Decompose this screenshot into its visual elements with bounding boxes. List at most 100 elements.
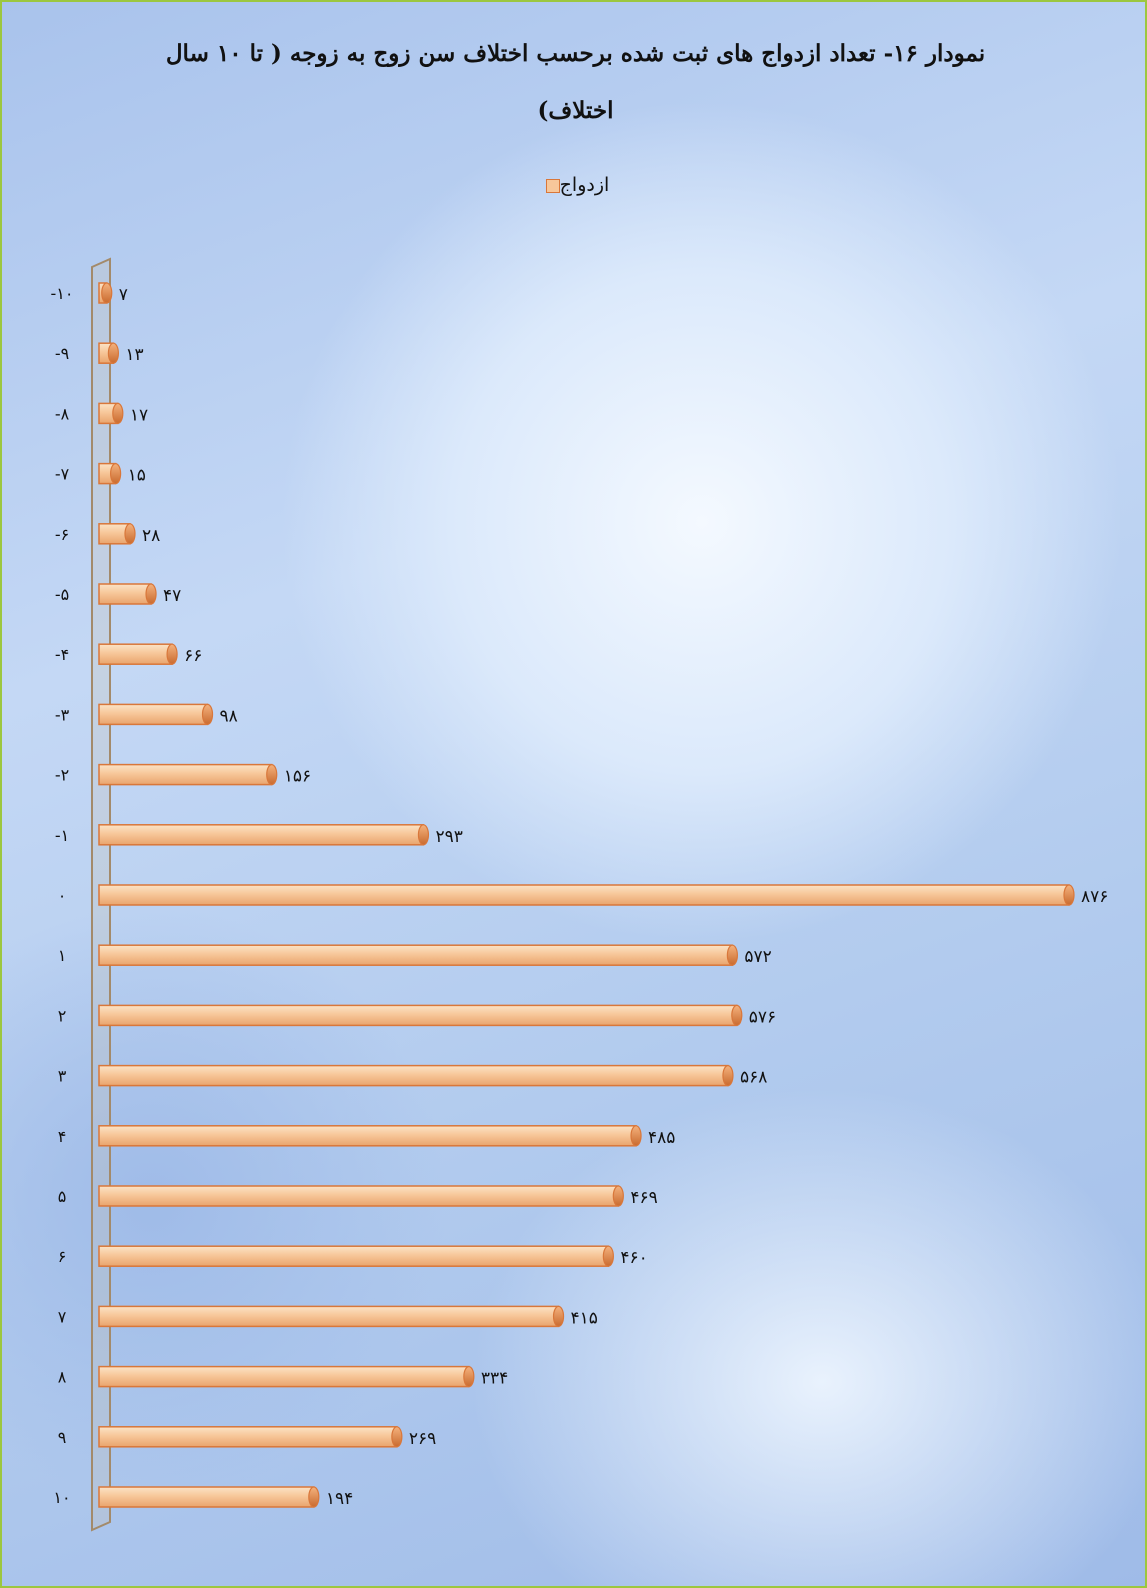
category-label: -۴ bbox=[55, 645, 69, 664]
bar-cap bbox=[107, 342, 119, 364]
category-label: -۱۰ bbox=[51, 284, 74, 303]
category-label: ۴ bbox=[58, 1127, 67, 1146]
chart-title-line-2: اختلاف) bbox=[537, 97, 614, 124]
bar-group bbox=[98, 1064, 734, 1087]
bar-cap bbox=[391, 1426, 403, 1448]
bar-cap bbox=[463, 1365, 475, 1388]
bar-group bbox=[98, 282, 113, 304]
bar-group bbox=[98, 944, 738, 966]
category-label: -۸ bbox=[55, 404, 70, 423]
bar-cap bbox=[630, 1125, 642, 1147]
chart-title-line-1: نمودار ۱۶- تعداد ازدواج های ثبت شده برحس… bbox=[165, 40, 986, 67]
bar-cap bbox=[145, 583, 157, 605]
bar-cap bbox=[112, 402, 124, 424]
bar-group bbox=[98, 1486, 320, 1508]
bar-cap bbox=[101, 282, 113, 304]
bar-group bbox=[98, 643, 178, 665]
bar-cap bbox=[612, 1185, 624, 1207]
bar-group bbox=[98, 342, 119, 364]
bar-cap bbox=[1063, 884, 1075, 906]
bar-cap bbox=[722, 1064, 734, 1087]
category-label: ۸ bbox=[58, 1368, 67, 1387]
bar-group bbox=[98, 703, 214, 726]
bar-group bbox=[98, 1245, 614, 1267]
bar-cap bbox=[602, 1245, 614, 1267]
bar-group bbox=[98, 402, 124, 425]
data-label: ۱۵۶ bbox=[284, 767, 311, 787]
category-label: -۷ bbox=[55, 465, 70, 484]
bar bbox=[98, 1064, 729, 1087]
data-label: ۸۷۶ bbox=[1081, 887, 1108, 907]
data-label: ۹۸ bbox=[220, 706, 238, 726]
bar-group bbox=[98, 1365, 475, 1388]
data-label: ۱۹۴ bbox=[326, 1489, 353, 1509]
bar-cap bbox=[266, 763, 278, 786]
category-label: ۱۰ bbox=[53, 1488, 70, 1507]
bar bbox=[98, 643, 173, 665]
category-label: ۰ bbox=[58, 886, 67, 905]
data-label: ۴۸۵ bbox=[648, 1128, 675, 1148]
bar-cap bbox=[726, 944, 738, 966]
category-label: -۲ bbox=[55, 766, 69, 785]
category-label: -۶ bbox=[55, 525, 69, 544]
category-label: ۳ bbox=[58, 1067, 67, 1086]
category-label: -۹ bbox=[55, 344, 69, 363]
category-label: ۲ bbox=[58, 1006, 67, 1025]
bar-group bbox=[98, 824, 430, 846]
bar-cap bbox=[166, 643, 178, 665]
data-label: ۵۶۸ bbox=[740, 1068, 767, 1088]
category-label: ۶ bbox=[58, 1247, 67, 1266]
bar bbox=[98, 703, 209, 726]
bar bbox=[98, 1245, 610, 1267]
category-label: -۵ bbox=[55, 585, 69, 604]
bar bbox=[98, 763, 273, 786]
category-label: -۱ bbox=[55, 826, 69, 845]
bar-group bbox=[98, 1426, 403, 1448]
data-label: ۲۸ bbox=[142, 526, 160, 546]
bar-group bbox=[98, 583, 157, 605]
bar-group bbox=[98, 884, 1075, 906]
category-label: -۳ bbox=[55, 705, 70, 724]
category-label: ۹ bbox=[58, 1428, 67, 1447]
data-label: ۲۹۳ bbox=[435, 827, 462, 847]
bar bbox=[98, 1426, 398, 1448]
bar-group bbox=[98, 1004, 743, 1027]
category-label: ۵ bbox=[58, 1187, 67, 1206]
bar bbox=[98, 1486, 315, 1508]
bar bbox=[98, 824, 425, 846]
bar bbox=[98, 884, 1070, 906]
bar-cap bbox=[308, 1486, 320, 1508]
data-label: ۷ bbox=[119, 285, 128, 305]
bar bbox=[98, 944, 734, 966]
data-label: ۶۶ bbox=[184, 646, 202, 666]
bar-cap bbox=[417, 824, 430, 846]
bar bbox=[98, 583, 152, 605]
bar bbox=[98, 1365, 470, 1388]
data-label: ۵۷۶ bbox=[749, 1007, 776, 1027]
bar-group bbox=[98, 1185, 624, 1207]
bar bbox=[98, 1125, 637, 1147]
chart-legend: ازدواج bbox=[2, 174, 1145, 196]
data-label: ۴۱۵ bbox=[571, 1308, 598, 1328]
data-label: ۵۷۲ bbox=[744, 947, 771, 967]
legend-swatch bbox=[545, 178, 560, 193]
legend-label: ازدواج bbox=[559, 174, 610, 196]
bar-group bbox=[98, 462, 122, 485]
data-label: ۴۶۰ bbox=[620, 1248, 647, 1268]
bar-cap bbox=[552, 1305, 565, 1328]
data-label: ۱۵ bbox=[128, 466, 146, 486]
bar bbox=[98, 1004, 738, 1027]
bar bbox=[98, 1305, 560, 1328]
category-label: ۷ bbox=[58, 1307, 67, 1326]
bar-group bbox=[98, 1305, 565, 1328]
data-label: ۴۶۹ bbox=[630, 1188, 657, 1208]
bar-cap bbox=[201, 703, 214, 726]
bar bbox=[98, 1185, 620, 1207]
data-label: ۴۷ bbox=[163, 586, 181, 606]
bar-cap bbox=[110, 463, 122, 485]
data-label: ۳۳۴ bbox=[481, 1369, 508, 1389]
data-label: ۱۳ bbox=[125, 345, 143, 365]
data-label: ۱۷ bbox=[130, 405, 148, 425]
bar-group bbox=[98, 523, 136, 545]
